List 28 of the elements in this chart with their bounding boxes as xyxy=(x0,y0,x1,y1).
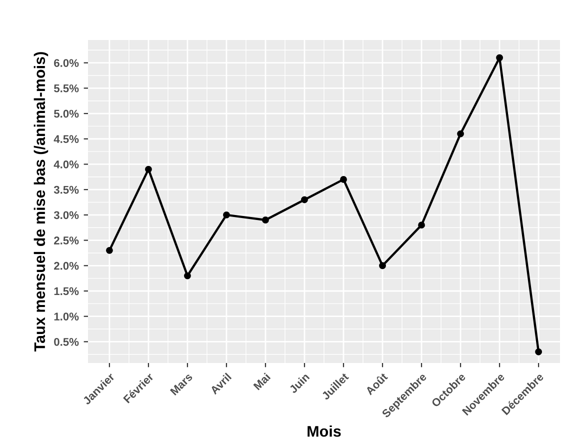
y-tick-label: 6.0% xyxy=(54,59,79,67)
x-tick-label: Mai xyxy=(252,372,271,390)
point xyxy=(144,166,152,173)
y-tick-label: 1.0% xyxy=(54,312,79,320)
point xyxy=(340,176,347,183)
x-axis-title: Mois xyxy=(308,426,341,437)
point xyxy=(379,262,386,270)
point xyxy=(457,130,464,138)
y-tick-label: 2.5% xyxy=(54,236,79,244)
point xyxy=(223,211,230,218)
y-axis-title: Taux mensuel de mise bas (/animal-mois) xyxy=(34,52,48,352)
point xyxy=(262,216,269,224)
y-tick-label: 3.0% xyxy=(54,211,79,220)
y-tick-label: 5.0% xyxy=(54,110,79,118)
y-tick-label: 4.5% xyxy=(54,135,79,144)
point xyxy=(301,196,308,204)
point xyxy=(418,222,425,229)
y-tick-label: 1.5% xyxy=(54,287,79,296)
y-tick-label: 5.5% xyxy=(54,84,79,92)
point xyxy=(535,348,542,356)
y-tick-label: 3.5% xyxy=(54,186,79,194)
point xyxy=(184,272,191,280)
point xyxy=(106,246,113,254)
x-tick-label: Juin xyxy=(288,372,310,394)
y-tick-label: 0.5% xyxy=(54,338,79,346)
y-tick-label: 2.0% xyxy=(54,262,79,270)
y-tick-label: 4.0% xyxy=(54,160,79,168)
point xyxy=(496,54,504,62)
